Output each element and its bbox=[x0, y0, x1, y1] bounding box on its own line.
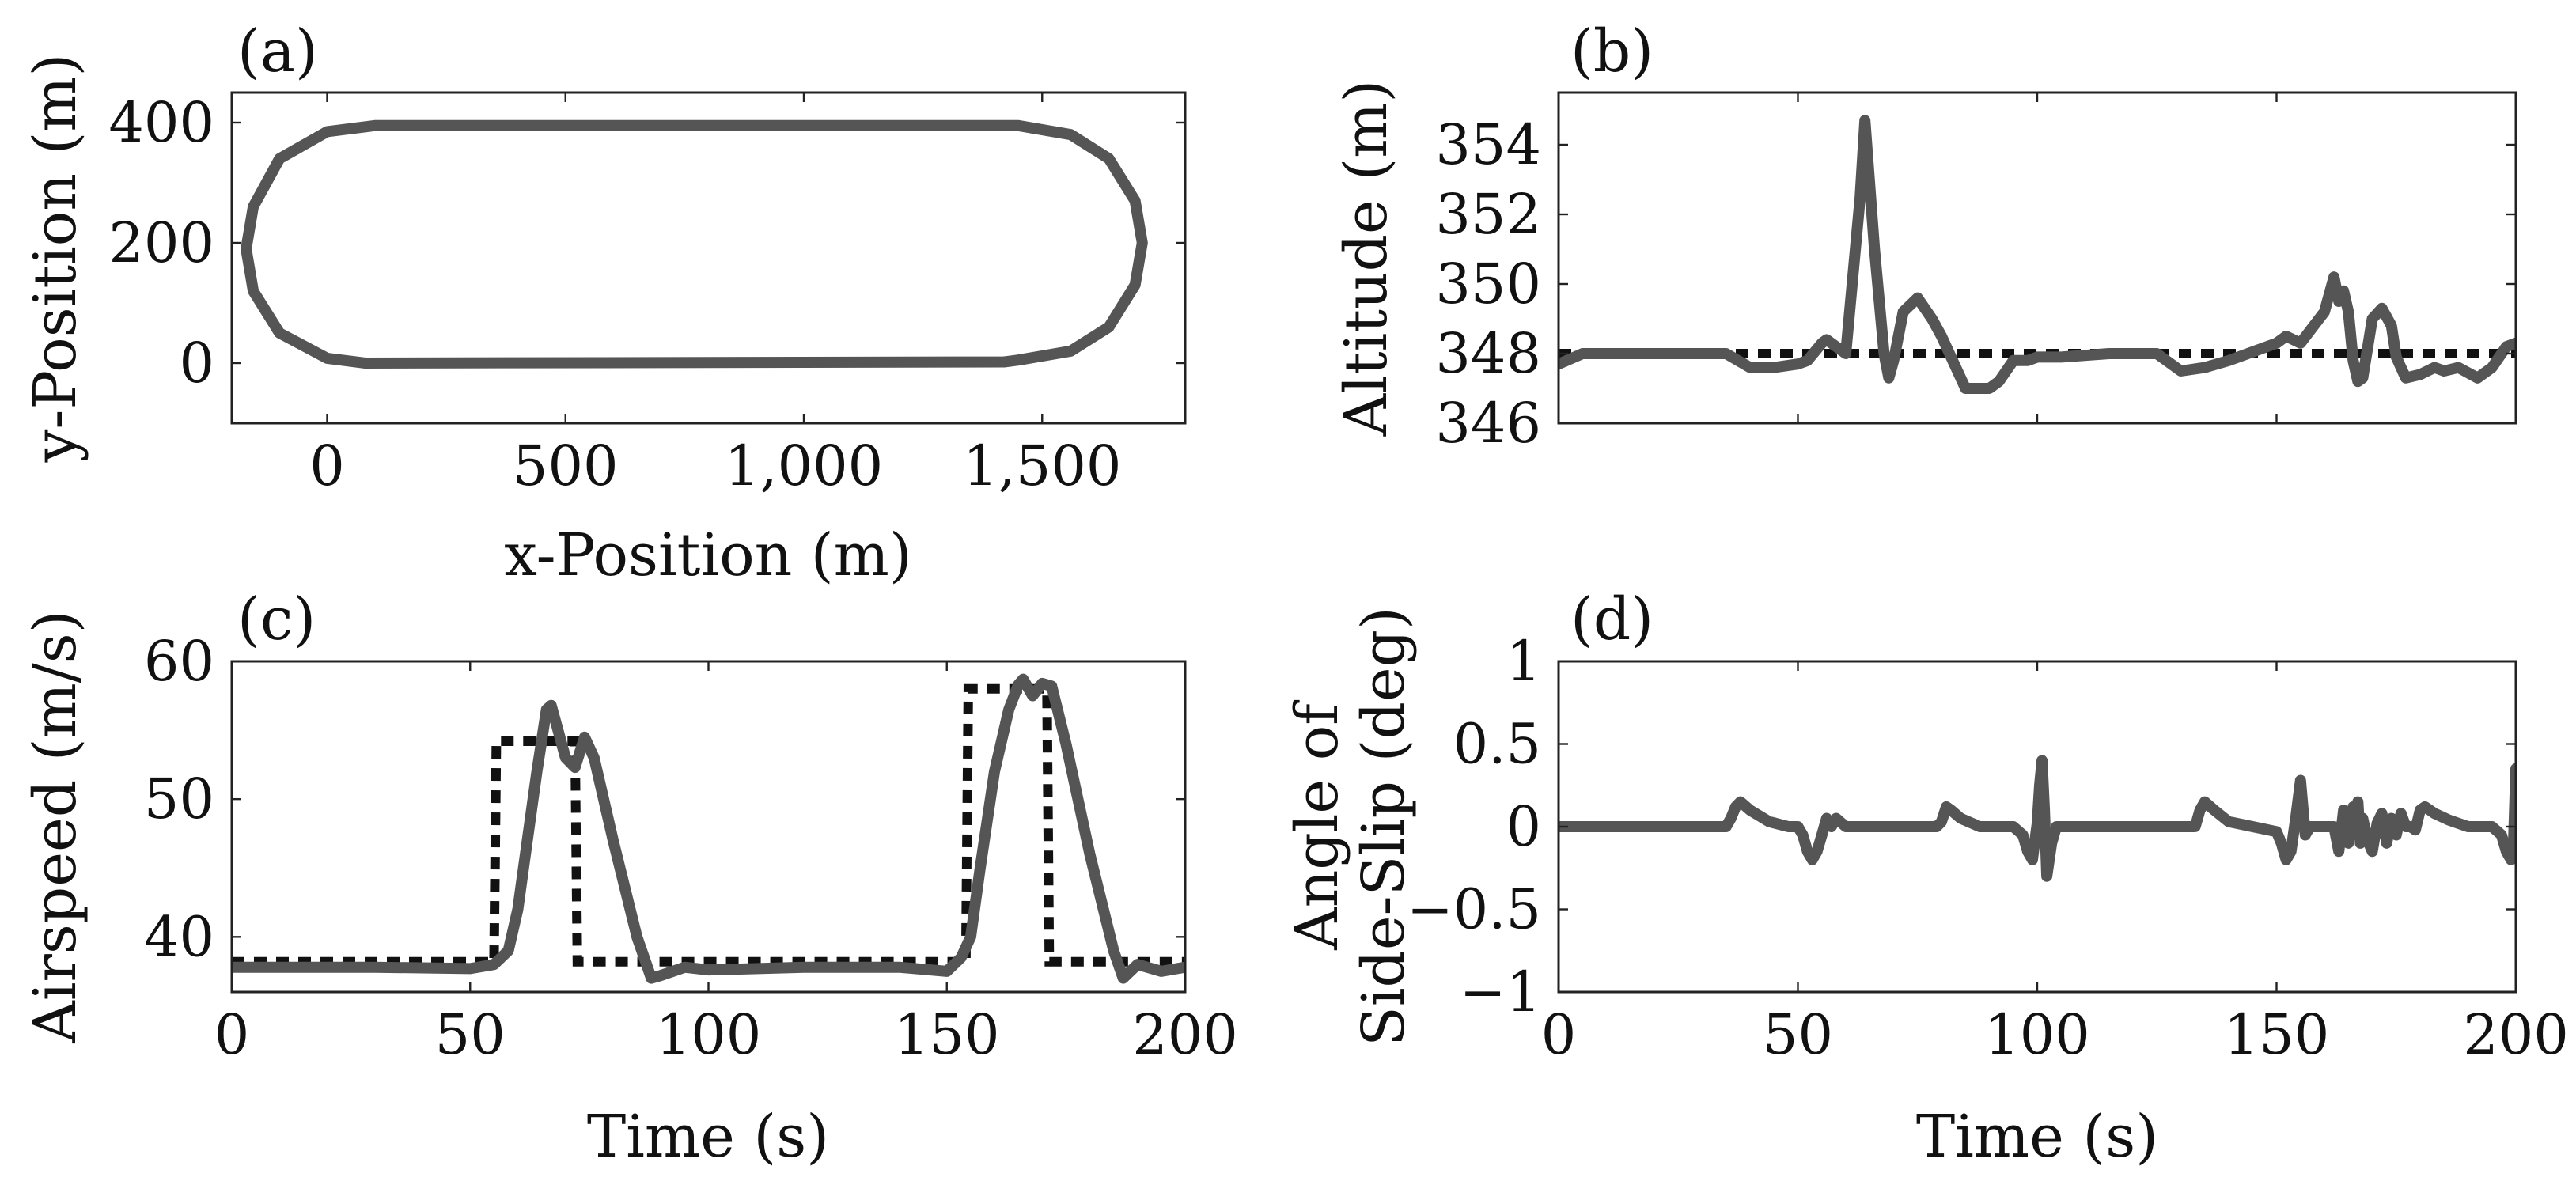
y-tick-label: 0 bbox=[1506, 794, 1541, 859]
y-tick-label: 348 bbox=[1435, 321, 1541, 386]
y-tick-label: 40 bbox=[144, 904, 214, 969]
x-tick-label: 200 bbox=[1132, 1002, 1238, 1067]
x-tick-label: 50 bbox=[435, 1002, 506, 1067]
x-tick-label: 1,000 bbox=[725, 433, 883, 498]
x-tick-label: 100 bbox=[656, 1002, 762, 1067]
y-tick-label: 400 bbox=[108, 90, 214, 155]
panel-label: (d) bbox=[1570, 585, 1654, 653]
chart-panel-d: 0 50 100 150 200−1−0.500.51(d)Time (s)Angle … bbox=[1283, 585, 2569, 1171]
x-axis-label: Time (s) bbox=[587, 1103, 829, 1171]
x-tick-label: 0 bbox=[1541, 1002, 1577, 1067]
y-tick-label: 1 bbox=[1506, 629, 1541, 694]
x-tick-label: 150 bbox=[894, 1002, 1000, 1067]
x-axis-label: x-Position (m) bbox=[504, 521, 911, 589]
x-tick-label: 0 bbox=[309, 433, 345, 498]
x-tick-label: 500 bbox=[513, 433, 619, 498]
series-line-trajectory bbox=[241, 119, 1148, 369]
x-tick-label: 50 bbox=[1763, 1002, 1833, 1067]
series-line-reference bbox=[232, 683, 1185, 967]
chart-panel-a: 0 500 1,000 1,500 0 200 400 (a) x-Position (m) y-… bbox=[21, 17, 1187, 589]
panel-label: (a) bbox=[237, 17, 318, 85]
chart-panel-c: 0 50 100 150 200 40 50 60 (c) Time (s) Airspeed (m… bbox=[21, 585, 1238, 1171]
y-tick-label: 0.5 bbox=[1453, 712, 1541, 777]
y-tick-label: 60 bbox=[144, 629, 214, 694]
y-tick-label: −0.5 bbox=[1407, 877, 1541, 942]
series-line-altitude bbox=[1559, 115, 2516, 394]
x-tick-label: 0 bbox=[214, 1002, 250, 1067]
y-tick-label: 352 bbox=[1435, 182, 1541, 247]
axes-frame bbox=[1557, 91, 2517, 425]
series-line-side-slip bbox=[1559, 755, 2516, 882]
panel-label: (c) bbox=[237, 585, 316, 653]
y-tick-label: 200 bbox=[108, 210, 214, 275]
y-axis-label: Airspeed (m/s) bbox=[21, 610, 89, 1043]
y-tick-label: 350 bbox=[1435, 252, 1541, 316]
x-tick-label: 200 bbox=[2463, 1002, 2569, 1067]
y-axis-label: Angle ofSide-Slip (deg) bbox=[1283, 607, 1418, 1047]
axes-frame bbox=[230, 660, 1187, 994]
axes-frame bbox=[230, 91, 1187, 425]
x-tick-label: 100 bbox=[1984, 1002, 2090, 1067]
series-line-airspeed bbox=[232, 673, 1185, 984]
x-axis-label: Time (s) bbox=[1916, 1103, 2158, 1171]
panel-label: (b) bbox=[1570, 17, 1654, 85]
y-axis-label: Altitude (m) bbox=[1332, 80, 1400, 437]
y-tick-label: 354 bbox=[1435, 112, 1541, 177]
y-tick-label: 0 bbox=[179, 331, 214, 396]
x-tick-label: 1,500 bbox=[963, 433, 1121, 498]
x-tick-label: 150 bbox=[2224, 1002, 2330, 1067]
y-axis-label: y-Position (m) bbox=[21, 54, 89, 464]
y-tick-label: 346 bbox=[1435, 391, 1541, 456]
y-tick-label: 50 bbox=[144, 767, 214, 831]
y-tick-label: −1 bbox=[1460, 960, 1541, 1024]
